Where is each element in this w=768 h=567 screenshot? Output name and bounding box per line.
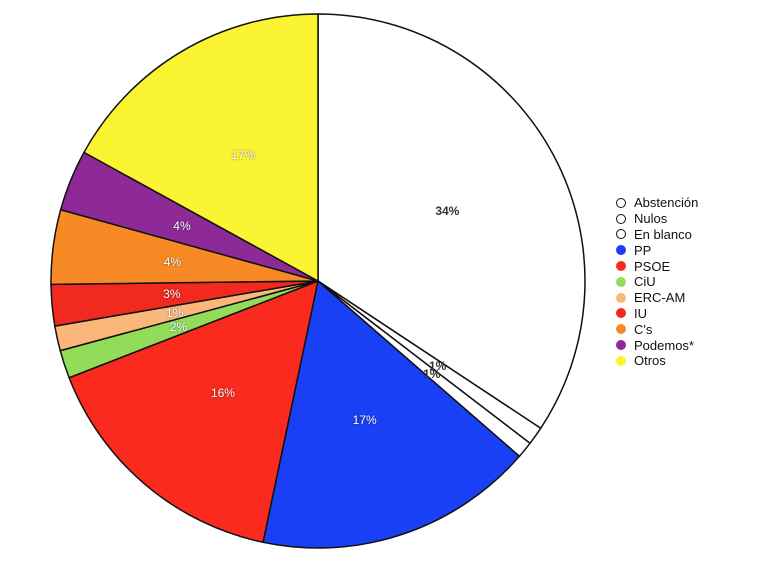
legend-swatch-icon xyxy=(616,292,626,303)
legend-item: PP xyxy=(616,242,698,258)
slice-label: 1% xyxy=(423,366,441,381)
pie-slice-pp xyxy=(262,279,521,549)
legend-item: PSOE xyxy=(616,258,698,274)
legend-label: PSOE xyxy=(634,258,671,274)
legend-label: Nulos xyxy=(634,211,668,227)
legend-label: IU xyxy=(634,305,647,321)
legend-label: PP xyxy=(634,242,652,258)
legend-item: Podemos* xyxy=(616,337,698,353)
slice-label: 17% xyxy=(352,413,377,428)
slice-label: 2% xyxy=(169,319,188,334)
legend-label: C's xyxy=(634,321,653,337)
slice-label: 17% xyxy=(231,147,256,162)
legend-item: IU xyxy=(616,306,698,322)
legend-swatch-icon xyxy=(616,308,626,319)
slice-label: 1% xyxy=(165,305,184,320)
legend-swatch-icon xyxy=(616,276,626,287)
legend-swatch-icon xyxy=(616,355,626,366)
legend-label: Abstención xyxy=(634,195,699,211)
legend-swatch-icon xyxy=(616,229,626,240)
legend-item: Nulos xyxy=(616,211,698,227)
slice-label: 4% xyxy=(163,255,182,270)
legend-label: Otros xyxy=(634,353,666,369)
legend-swatch-icon xyxy=(616,245,626,256)
slice-label: 3% xyxy=(163,287,181,302)
legend: Abstención Nulos En blanco PP PSOE CiU ERC-AM I… xyxy=(616,195,698,369)
legend-label: ERC-AM xyxy=(634,290,686,306)
legend-swatch-icon xyxy=(616,197,626,208)
slice-label: 4% xyxy=(173,218,191,233)
legend-label: Podemos* xyxy=(634,337,694,353)
legend-item: C's xyxy=(616,321,698,337)
pie-slice-otros xyxy=(83,13,319,283)
legend-swatch-icon xyxy=(616,340,626,351)
slice-label: 34% xyxy=(435,204,460,219)
pie-slice-psoe xyxy=(68,279,320,544)
legend-label: CiU xyxy=(634,274,656,290)
legend-item: Otros xyxy=(616,353,698,369)
legend-item: En blanco xyxy=(616,227,698,243)
legend-item: ERC-AM xyxy=(616,290,698,306)
slice-label: 16% xyxy=(210,385,235,400)
legend-item: CiU xyxy=(616,274,698,290)
legend-label: En blanco xyxy=(634,226,692,242)
legend-swatch-icon xyxy=(616,324,626,335)
legend-swatch-icon xyxy=(616,213,626,224)
legend-swatch-icon xyxy=(616,261,626,272)
legend-item: Abstención xyxy=(616,195,698,211)
slice-label: 1% xyxy=(428,359,447,374)
